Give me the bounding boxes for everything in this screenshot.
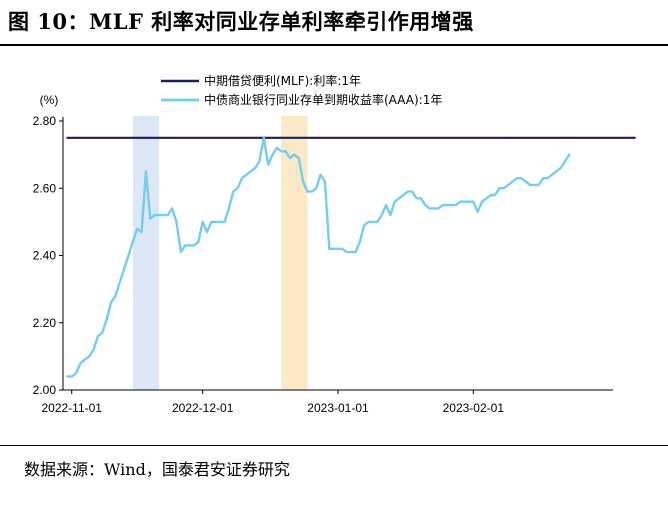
chart-axes: 2.00 2.20 2.40 2.60 2.80 (%) 2022-11-01 2022-12… (33, 93, 613, 415)
x-tick-label: 2022-11-01 (41, 401, 102, 415)
series-layer (66, 136, 636, 378)
title-rule (0, 44, 668, 46)
series-line-ncd (66, 136, 571, 378)
y-tick-label: 2.60 (33, 181, 57, 195)
y-tick-label: 2.80 (33, 114, 57, 128)
chart-svg: 2.00 2.20 2.40 2.60 2.80 (%) 2022-11-01 2022-12… (33, 73, 636, 415)
figure-title: 图 10：MLF 利率对同业存单利率牵引作用增强 (8, 9, 474, 34)
x-tick-label: 2023-01-01 (307, 401, 369, 415)
legend-label-2: 中债商业银行同业存单到期收益率(AAA):1年 (204, 92, 442, 107)
footer-rule (0, 445, 668, 446)
data-source-note: 数据来源：Wind，国泰君安证券研究 (24, 460, 290, 479)
highlight-band-1 (132, 116, 160, 390)
highlight-bands (132, 116, 308, 390)
legend-label-1: 中期借贷便利(MLF):利率:1年 (204, 73, 361, 88)
highlight-band-2 (281, 116, 308, 390)
x-tick-label: 2023-02-01 (443, 401, 505, 415)
y-axis-unit-label: (%) (40, 93, 59, 107)
y-tick-label: 2.20 (33, 316, 57, 330)
x-tick-label: 2022-12-01 (172, 401, 234, 415)
y-tick-label: 2.00 (33, 383, 57, 397)
y-tick-label: 2.40 (33, 249, 57, 263)
